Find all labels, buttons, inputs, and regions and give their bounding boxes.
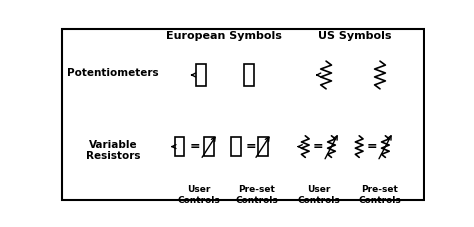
Text: User
Controls: User Controls — [178, 185, 220, 205]
Bar — [204, 137, 214, 156]
Bar — [244, 64, 254, 86]
Text: Pre-set
Controls: Pre-set Controls — [359, 185, 401, 205]
Text: =: = — [190, 140, 201, 153]
Text: User
Controls: User Controls — [297, 185, 340, 205]
Text: Potentiometers: Potentiometers — [67, 68, 159, 79]
Text: =: = — [367, 140, 378, 153]
Text: Pre-set
Controls: Pre-set Controls — [236, 185, 278, 205]
Text: US Symbols: US Symbols — [318, 32, 392, 42]
Bar — [175, 137, 184, 156]
Bar — [231, 137, 241, 156]
Text: =: = — [246, 140, 256, 153]
Text: Variable
Resistors: Variable Resistors — [85, 140, 140, 161]
Text: =: = — [313, 140, 324, 153]
Bar — [196, 64, 206, 86]
Bar — [258, 137, 267, 156]
Text: European Symbols: European Symbols — [166, 32, 282, 42]
